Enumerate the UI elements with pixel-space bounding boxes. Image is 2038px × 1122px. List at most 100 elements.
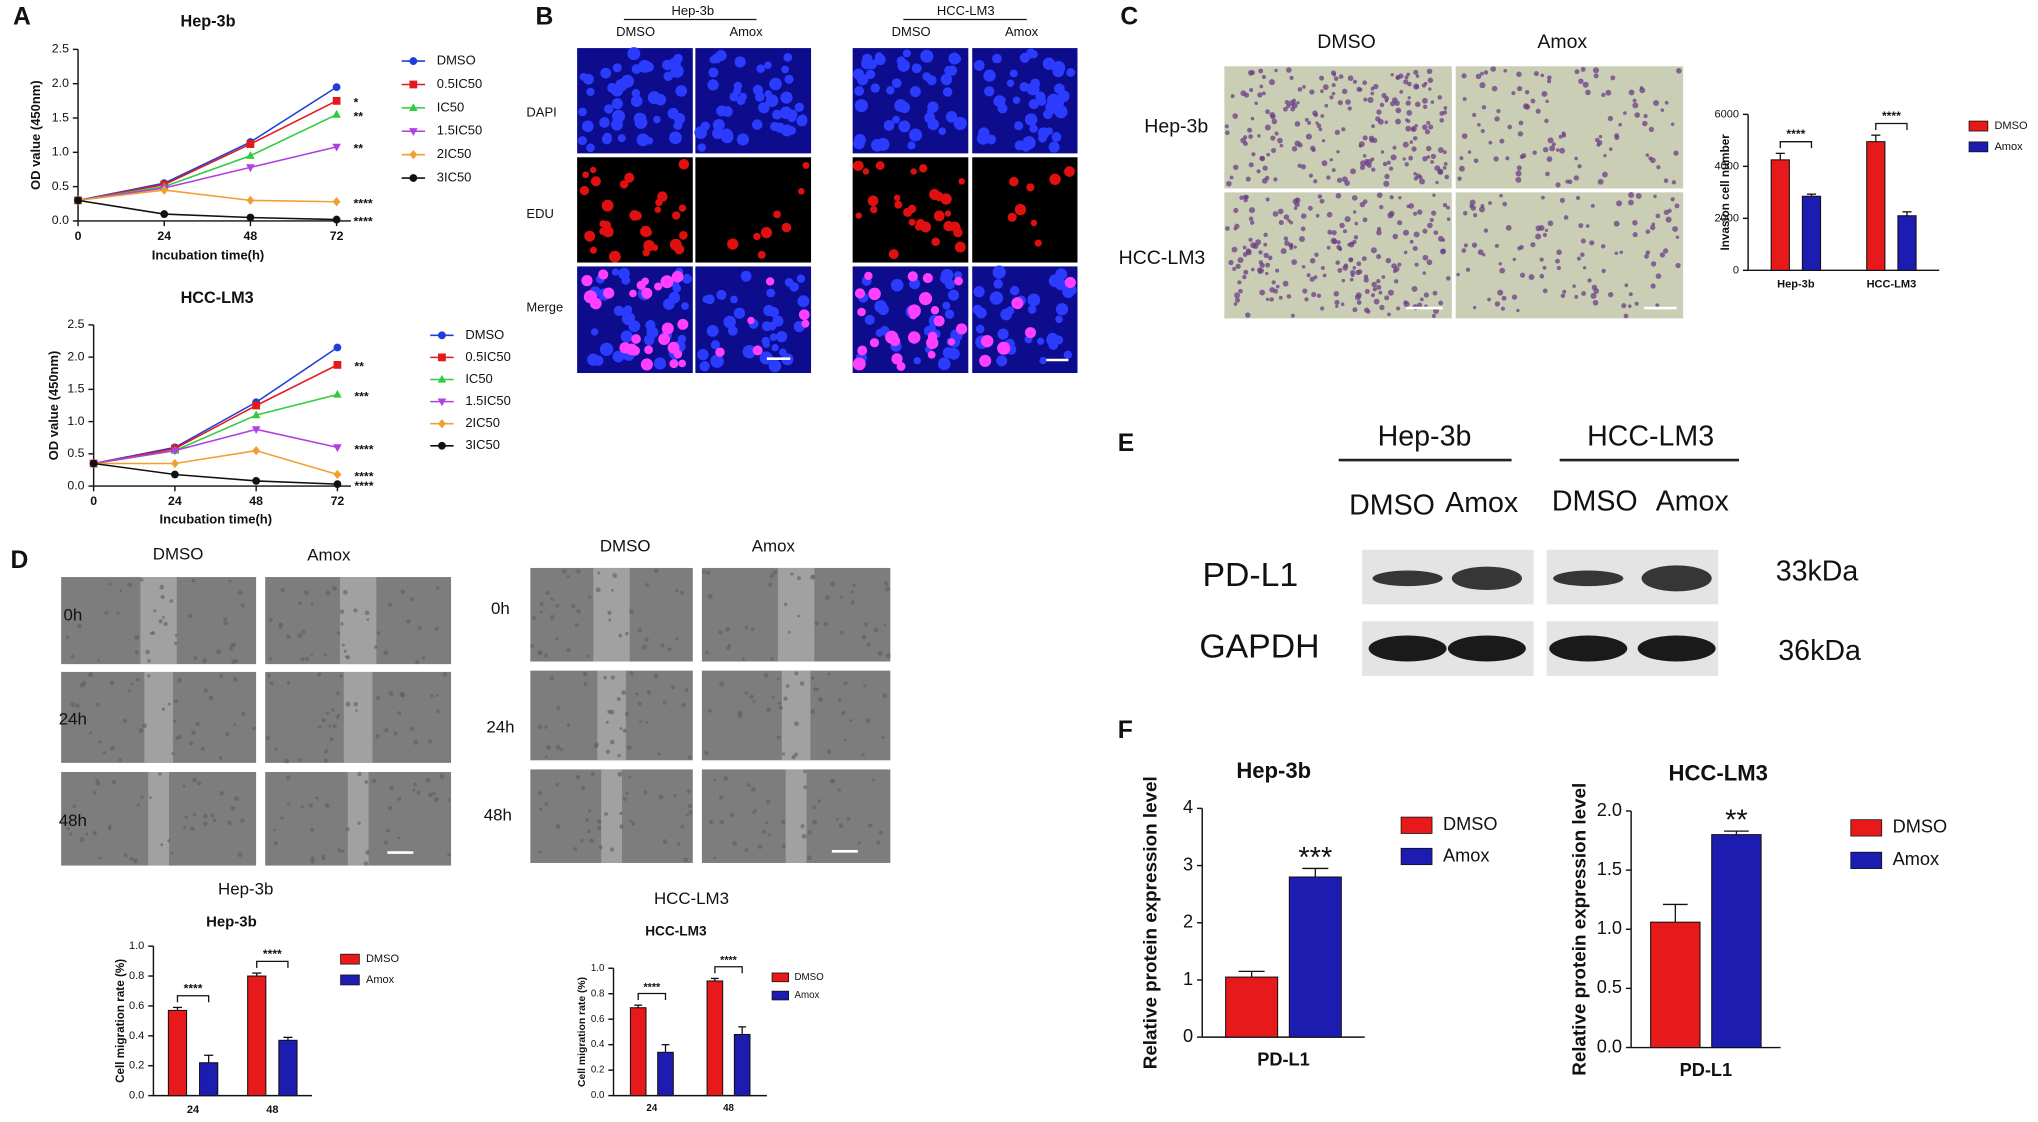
x-tick-label: 0 [75,229,82,243]
cell-dot [336,713,341,717]
cell-dot [1347,75,1354,82]
bar [1711,834,1762,1049]
legend-label: DMSO [794,972,824,983]
cell-dot [704,750,709,756]
y-tick-label: 2.5 [52,42,69,56]
cell-dot [1644,254,1649,259]
cell-dot [1249,88,1254,92]
cell-dot [1355,292,1362,299]
cell-dot [596,826,602,831]
cell-dot [1477,122,1481,127]
y-axis-label: Relative protein expression level [1568,783,1589,1076]
cell-dot [1623,313,1629,319]
cell-dot [784,74,794,84]
cell-dot [872,778,876,782]
cell-dot [869,338,880,348]
cell-dot [724,626,730,632]
cell-dot [104,611,109,615]
cell-dot [1375,116,1381,122]
lane-label: DMSO [1552,486,1638,518]
cell-dot [1389,195,1394,200]
cell-dot [742,657,746,661]
cell-dot [1334,299,1340,306]
cell-dot [383,650,389,656]
cell-dot [1462,97,1467,101]
point [160,210,169,218]
cell-dot [1645,153,1650,157]
cell-dot [885,330,899,344]
cell-dot [658,794,664,800]
cell-dot [1320,306,1325,311]
cell-dot [1664,100,1669,105]
cell-dot [1555,258,1560,264]
cell-dot [926,75,937,86]
cell-dot [1376,192,1383,198]
cell-dot [1590,292,1597,299]
wound-gap [597,670,626,761]
cell-dot [417,626,422,631]
cell-dot [601,199,614,212]
cell-dot [1286,67,1292,73]
cell-dot [769,573,775,579]
cell-dot [812,805,817,810]
cell-dot [766,799,771,804]
cell-dot [886,86,895,95]
cell-dot [1660,108,1665,112]
y-tick-label: 0.4 [591,1039,605,1050]
cell-dot [1435,180,1439,185]
lane-label: Amox [1656,486,1729,518]
cell-dot [1248,134,1253,139]
cell-dot [353,608,358,613]
cell-dot [167,702,171,706]
cell-dot [384,840,388,845]
bar [1225,976,1279,1038]
cell-dot [366,618,370,621]
cell-dot [161,707,166,711]
cell-dot [1373,83,1379,90]
y-tick-label: 0.0 [129,1090,144,1102]
cell-dot [1544,118,1549,124]
cell-dot [191,730,196,735]
cell-dot [583,682,588,687]
cell-dot [661,322,674,335]
cell-dot [1555,182,1561,188]
cell-dot [765,94,779,107]
cell-dot [1319,75,1325,81]
cell-dot [1403,79,1409,85]
cell-dot [192,812,197,817]
cell-dot [645,583,649,587]
cell-dot [132,858,138,864]
cell-dot [739,92,748,101]
cell-dot [1301,265,1306,269]
cell-dot [853,68,865,80]
cell-dot [364,780,369,784]
cell-dot [595,587,601,593]
cell-dot [1279,143,1284,148]
cell-dot [1437,168,1443,175]
cell-dot [1535,233,1542,240]
cell-dot [618,633,623,638]
series-line [93,462,338,485]
cell-dot [610,84,624,97]
cell-dot [1233,302,1238,306]
cell-dot [1242,274,1247,280]
point [333,343,342,352]
cell-dot [753,232,761,241]
cell-dot [850,590,854,594]
cell-dot [1342,229,1348,234]
cell-dot [430,693,434,698]
cell-dot [298,601,303,606]
cell-dot [188,741,194,746]
cell-dot [1247,127,1253,133]
cell-dot [1224,124,1229,129]
cell-dot [1297,163,1302,168]
row-label: DAPI [526,105,556,120]
cell-dot [874,300,888,313]
cell-dot [812,819,818,825]
cell-dot [1547,137,1554,144]
cell-dot [1320,114,1325,118]
cell-dot [1643,114,1648,119]
cell-dot [1422,124,1428,130]
cell-dot [88,672,94,678]
cell-dot [227,820,232,826]
